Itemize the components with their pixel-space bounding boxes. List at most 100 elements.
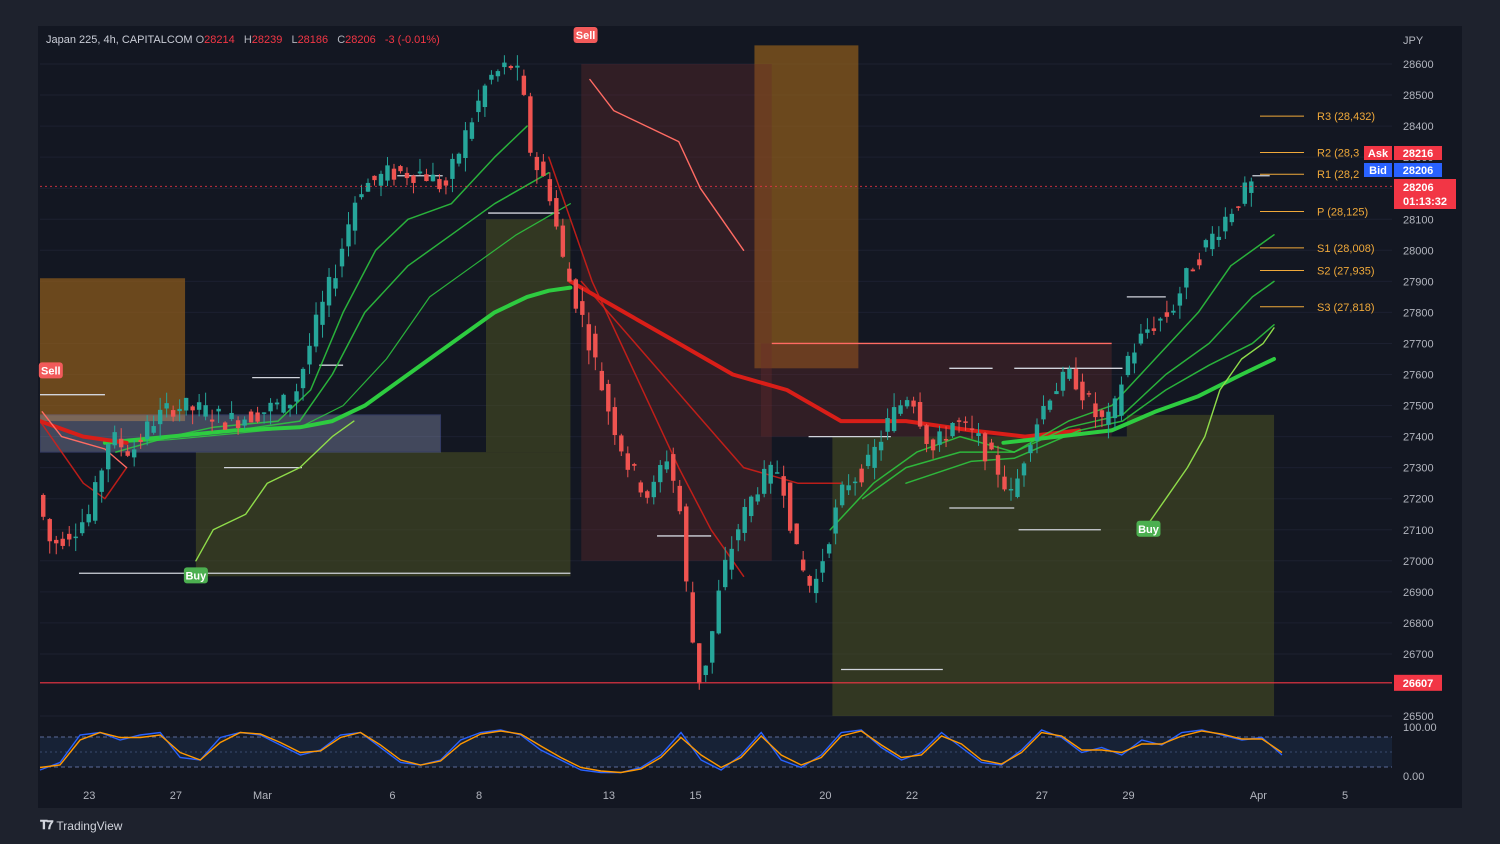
candle-body <box>645 491 650 498</box>
candle-body <box>716 590 721 634</box>
candle-body <box>982 433 988 462</box>
candle-body <box>937 431 942 445</box>
candle-body <box>599 370 605 391</box>
candle-body <box>664 461 669 470</box>
low-key: L <box>291 34 298 46</box>
zone-olive <box>1126 414 1275 437</box>
candle-body <box>1151 328 1157 331</box>
candle-body <box>1249 181 1254 193</box>
candle-body <box>443 180 449 186</box>
candle-body <box>742 507 747 533</box>
candle-body <box>1210 233 1215 250</box>
support-value: 26607 <box>1403 678 1434 690</box>
candle-body <box>352 202 358 231</box>
y-tick-label: 27000 <box>1403 556 1434 568</box>
y-tick-label: 28100 <box>1403 214 1434 226</box>
candle-body <box>658 465 663 483</box>
ask-tag <box>1364 146 1392 160</box>
x-tick-label: 6 <box>389 790 395 802</box>
candle-body <box>404 172 410 179</box>
candle-body <box>67 533 72 540</box>
pivot-label: R1 (28,2 <box>1317 169 1359 181</box>
last-price-tag <box>1394 179 1456 209</box>
symbol-label: Japan 225, 4h, CAPITALCOM <box>46 34 193 46</box>
y-tick-label: 27300 <box>1403 463 1434 475</box>
candle-body <box>1203 240 1209 248</box>
candle-body <box>736 529 741 541</box>
candle-body <box>105 444 111 470</box>
candle-body <box>1132 352 1137 364</box>
x-tick-label: 27 <box>1036 790 1048 802</box>
oscillator-top-label: 100.00 <box>1403 722 1437 734</box>
candle-body <box>235 420 241 429</box>
candle-body <box>573 279 579 309</box>
x-tick-label: 22 <box>906 790 918 802</box>
candle-body <box>1171 310 1176 313</box>
candle-body <box>424 174 429 182</box>
candle-body <box>112 432 117 446</box>
candle-body <box>378 173 384 186</box>
candle-body <box>203 405 208 417</box>
green_ribbon_2-g2_base-line <box>1001 357 1276 445</box>
bid-tag <box>1364 163 1392 177</box>
candle-body <box>307 345 312 365</box>
candle-body <box>911 400 916 407</box>
candle-body <box>969 428 975 430</box>
close-value: 28206 <box>345 34 376 46</box>
candle-body <box>326 276 332 306</box>
pivot-label: P (28,125) <box>1317 206 1368 218</box>
candle-body <box>1236 206 1241 208</box>
candle-body <box>80 522 85 534</box>
candle-body <box>281 394 286 413</box>
zone-redshade <box>581 64 772 561</box>
candle-body <box>372 175 377 181</box>
candle-body <box>1021 463 1027 476</box>
candle-body <box>826 544 832 554</box>
candle-body <box>878 441 884 451</box>
candle-body <box>255 412 260 422</box>
trailing-stop-line <box>195 420 355 562</box>
candle-body <box>872 446 877 468</box>
pivot-label: R3 (28,432) <box>1317 111 1375 123</box>
ask-label: Ask <box>1368 148 1389 160</box>
zone-orange <box>754 45 859 369</box>
candle-body <box>47 519 52 542</box>
x-tick-label: 27 <box>170 790 182 802</box>
x-tick-label: 23 <box>83 790 95 802</box>
bid-value: 28206 <box>1403 165 1434 177</box>
candle-body <box>528 96 533 153</box>
candle-body <box>651 481 656 498</box>
x-tick-label: Apr <box>1250 790 1267 802</box>
candle-body <box>450 158 455 179</box>
candle-body <box>547 179 553 202</box>
candle-body <box>963 421 968 423</box>
low-value: 28186 <box>297 34 329 46</box>
candle-body <box>1242 182 1248 204</box>
candle-body <box>1002 476 1007 490</box>
candle-body <box>456 153 462 164</box>
x-tick-label: 29 <box>1122 790 1134 802</box>
oscillator-bottom-label: 0.00 <box>1403 771 1424 783</box>
candle-body <box>1229 213 1235 223</box>
candle-body <box>196 402 202 410</box>
ask-value-tag <box>1394 146 1442 160</box>
change-value: -3 (-0.01%) <box>384 34 440 46</box>
candle-body <box>723 559 728 588</box>
candle-body <box>359 194 364 198</box>
oscillator-d-line <box>39 730 1283 774</box>
candle-body <box>885 418 890 432</box>
y-tick-label: 27700 <box>1403 338 1434 350</box>
candle-body <box>989 442 994 450</box>
candle-body <box>690 592 695 643</box>
candle-body <box>541 161 546 177</box>
y-tick-label: 27400 <box>1403 432 1434 444</box>
candle-body <box>1106 411 1111 425</box>
candle-body <box>813 578 819 594</box>
plot-area <box>40 45 1392 717</box>
candle-body <box>469 122 475 139</box>
candle-body <box>164 403 169 409</box>
tradingview-brand[interactable]: 𝐓𝟕 TradingView <box>40 818 122 833</box>
candle-body <box>904 400 910 407</box>
candle-body <box>248 411 254 423</box>
